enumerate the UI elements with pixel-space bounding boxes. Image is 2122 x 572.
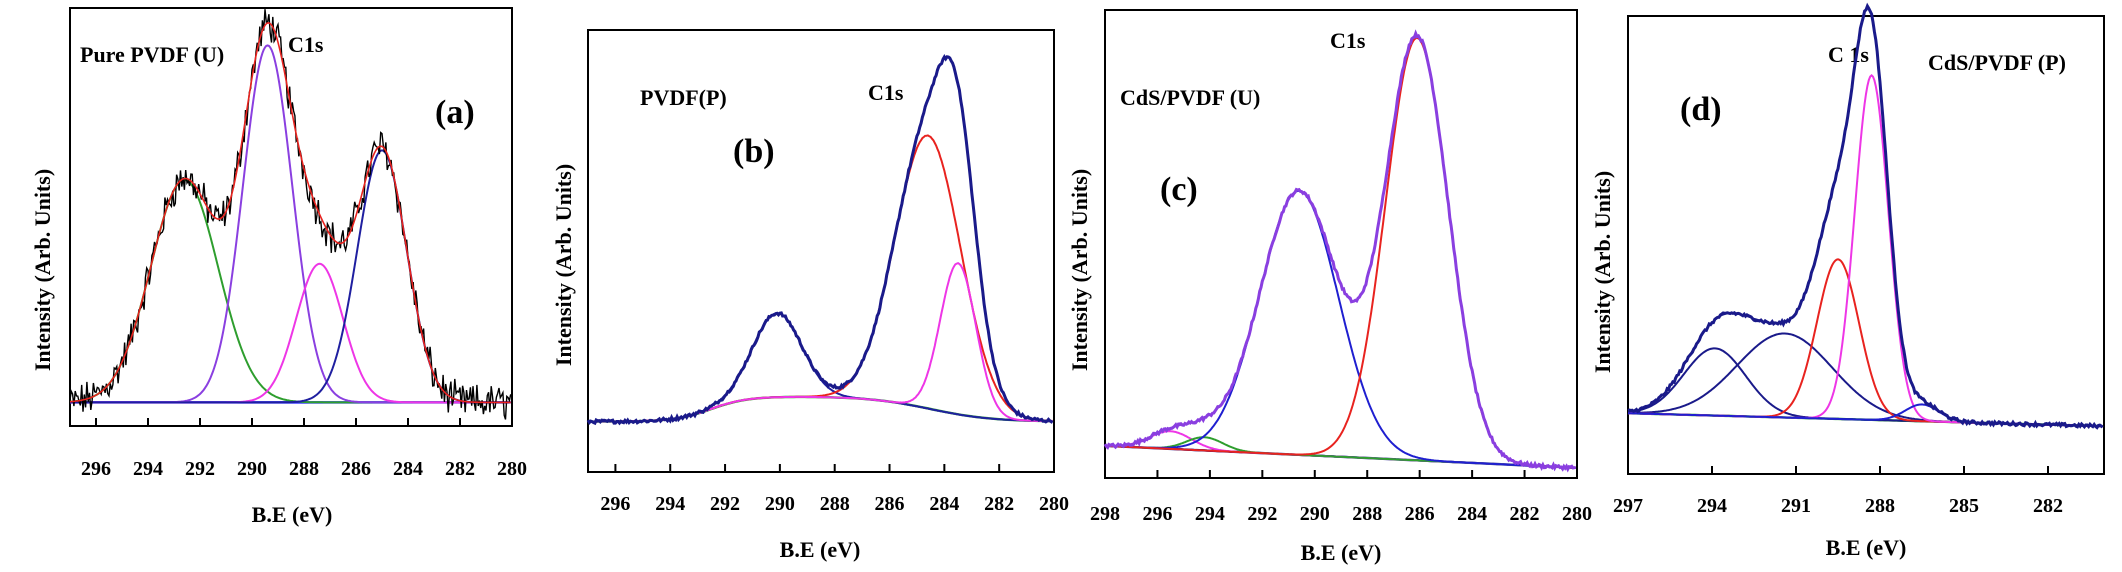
- panel-d-peak-label: C 1s: [1828, 42, 1869, 67]
- panel-c-sample-label: CdS/PVDF (U): [1120, 85, 1260, 110]
- x-tick-label: 294: [1697, 495, 1727, 517]
- x-tick-label: 284: [1457, 503, 1487, 525]
- fit-component: [1104, 189, 1576, 469]
- panel-d-letter: (d): [1680, 91, 1722, 128]
- panel-c: Intensity (Arb. Units) B.E (eV) CdS/PVDF…: [1067, 9, 1578, 565]
- fit-envelope: [1104, 34, 1576, 469]
- panel-b-peak-label: C1s: [868, 80, 904, 105]
- panel-b-xlabel: B.E (eV): [780, 537, 861, 562]
- plot-layer: 296 294 292 290 288 286 284 282 280 296 294 292 290 2…: [69, 2, 2104, 525]
- fit-component: [1627, 403, 2103, 428]
- x-tick-label: 280: [1039, 493, 1069, 515]
- x-tick-label: 294: [133, 458, 163, 480]
- panel-a-sample-label: Pure PVDF (U): [80, 42, 224, 67]
- x-tick-label: 282: [984, 493, 1014, 515]
- x-tick-label: 296: [600, 493, 630, 515]
- fit-component: [1627, 74, 2103, 428]
- panel-c-ylabel: Intensity (Arb. Units): [1067, 169, 1092, 371]
- x-tick-label: 288: [289, 458, 319, 480]
- panel-a-letter: (a): [435, 94, 475, 131]
- panel-d-ylabel: Intensity (Arb. Units): [1590, 171, 1615, 373]
- fit-component: [588, 312, 1053, 423]
- panel-d-sample-label: CdS/PVDF (P): [1928, 50, 2066, 75]
- x-tick-label: 288: [1865, 495, 1895, 517]
- x-tick-label: 286: [1405, 503, 1435, 525]
- fit-component: [70, 149, 511, 404]
- x-tick-label: 297: [1613, 495, 1643, 517]
- panel-c-peak-label: C1s: [1330, 28, 1366, 53]
- x-tick-label: 284: [929, 493, 959, 515]
- x-tick-label: 298: [1090, 503, 1120, 525]
- x-tick-label: 285: [1949, 495, 1979, 517]
- panel-a: Intensity (Arb. Units) B.E (eV) Pure PVD…: [30, 7, 513, 527]
- x-tick-label: 280: [497, 458, 527, 480]
- x-tick-label: 286: [875, 493, 905, 515]
- raw-spectrum: [69, 9, 512, 420]
- x-tick-label: 291: [1781, 495, 1811, 517]
- x-tick-label: 282: [2033, 495, 2063, 517]
- fit-envelope: [69, 22, 511, 404]
- x-tick-label: 280: [1562, 503, 1592, 525]
- panel-b: Intensity (Arb. Units) B.E (eV) PVDF(P) …: [551, 29, 1055, 562]
- panel-b-frame: [587, 29, 1055, 473]
- panel-c-frame: [1104, 9, 1578, 479]
- panel-d: Intensity (Arb. Units) B.E (eV) CdS/PVDF…: [1590, 15, 2105, 560]
- x-tick-label: 286: [341, 458, 371, 480]
- panel-a-frame: [69, 7, 513, 427]
- x-tick-label: 290: [1300, 503, 1330, 525]
- x-tick-label: 288: [820, 493, 850, 515]
- panel-b-sample-label: PVDF(P): [640, 85, 727, 110]
- panel-d-frame: [1627, 15, 2105, 475]
- panel-a-peak-label: C1s: [288, 32, 324, 57]
- fit-envelope: [588, 56, 1053, 423]
- x-tick-label: 282: [1510, 503, 1540, 525]
- x-tick-label: 292: [185, 458, 215, 480]
- x-tick-label: 288: [1352, 503, 1382, 525]
- panel-a-xlabel: B.E (eV): [252, 502, 333, 527]
- x-tick-label: 292: [710, 493, 740, 515]
- x-tick-label: 290: [237, 458, 267, 480]
- panel-b-letter: (b): [733, 133, 775, 170]
- panel-c-letter: (c): [1160, 171, 1198, 208]
- fit-component: [1104, 436, 1576, 469]
- x-tick-label: 290: [765, 493, 795, 515]
- fit-component: [70, 262, 511, 404]
- x-tick-label: 292: [1247, 503, 1277, 525]
- fit-envelope: [1627, 6, 2103, 427]
- x-tick-label: 284: [393, 458, 423, 480]
- panel-c-xlabel: B.E (eV): [1301, 540, 1382, 565]
- x-tick-label: 296: [1142, 503, 1172, 525]
- x-tick-label: 282: [445, 458, 475, 480]
- x-tick-label: 294: [1195, 503, 1225, 525]
- panel-b-ylabel: Intensity (Arb. Units): [551, 164, 576, 366]
- raw-spectrum: [586, 54, 1054, 426]
- x-tick-label: 294: [655, 493, 685, 515]
- panel-a-ylabel: Intensity (Arb. Units): [30, 169, 55, 371]
- panel-d-xlabel: B.E (eV): [1826, 535, 1907, 560]
- fit-component: [69, 178, 511, 404]
- x-tick-label: 296: [81, 458, 111, 480]
